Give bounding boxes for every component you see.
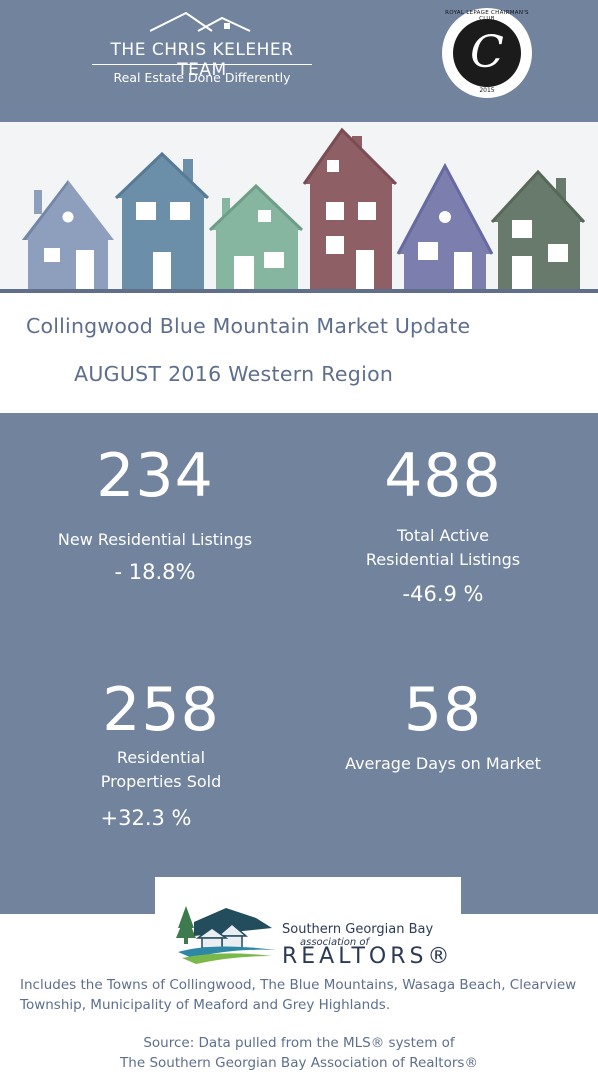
footer-panel bbox=[0, 914, 598, 1086]
stat-label: Average Days on Market bbox=[345, 754, 541, 773]
houses-banner bbox=[0, 122, 598, 290]
stat-label-line: Total Active bbox=[397, 526, 489, 545]
stat-active-listings: 488 Total Active Residential Listings -4… bbox=[308, 446, 578, 606]
stat-value: 488 bbox=[384, 441, 502, 511]
association-realtors: REALTORS® bbox=[282, 944, 454, 969]
association-name: Southern Georgian Bay bbox=[282, 922, 434, 937]
association-logo-icon bbox=[176, 906, 276, 964]
stat-change: +32.3 % bbox=[100, 806, 192, 830]
stat-label-line: Residential Listings bbox=[365, 550, 521, 569]
seal-emblem: C bbox=[453, 19, 521, 87]
chairmans-club-seal: ROYAL LEPAGE CHAIRMAN'S CLUB C 2015 bbox=[442, 8, 532, 98]
house-4-icon bbox=[302, 127, 398, 290]
association-of: association of bbox=[300, 937, 370, 948]
title-panel bbox=[0, 293, 598, 413]
house-3-icon bbox=[208, 183, 304, 290]
banner-ground bbox=[0, 289, 598, 293]
house-6-icon bbox=[490, 169, 586, 290]
source-line-2: The Southern Georgian Bay Association of… bbox=[120, 1055, 478, 1071]
stat-value: 234 bbox=[96, 441, 214, 511]
stat-value: 258 bbox=[102, 675, 220, 745]
stat-change: -46.9 % bbox=[402, 582, 484, 606]
stat-properties-sold: 258 Residential Properties Sold +32.3 % bbox=[26, 680, 296, 830]
stat-label: New Residential Listings bbox=[57, 530, 253, 549]
brand-divider bbox=[92, 64, 312, 65]
association-logo-box bbox=[155, 877, 461, 917]
roof-logo-icon bbox=[150, 11, 251, 32]
stat-new-listings: 234 New Residential Listings - 18.8% bbox=[20, 446, 290, 584]
brand-name: THE CHRIS KELEHER TEAM bbox=[110, 40, 294, 80]
report-period: AUGUST 2016 Western Region bbox=[74, 362, 394, 386]
report-title: Collingwood Blue Mountain Market Update bbox=[26, 314, 471, 338]
houses-illustration bbox=[22, 127, 586, 290]
stat-days-on-market: 58 Average Days on Market bbox=[308, 680, 578, 776]
included-towns: Includes the Towns of Collingwood, The B… bbox=[20, 977, 577, 1013]
house-5-icon bbox=[396, 162, 494, 290]
stat-change: - 18.8% bbox=[114, 560, 196, 584]
stat-value: 58 bbox=[403, 675, 483, 745]
stat-label-line: Properties Sold bbox=[100, 772, 222, 791]
source-line-1: Source: Data pulled from the MLS® system… bbox=[143, 1035, 455, 1051]
data-source: Source: Data pulled from the MLS® system… bbox=[0, 1033, 598, 1073]
seal-year: 2015 bbox=[479, 87, 495, 94]
brand-tagline: Real Estate Done Differently bbox=[113, 70, 291, 85]
stat-label-line: Residential bbox=[116, 748, 206, 767]
house-1-icon bbox=[22, 180, 114, 290]
house-2-icon bbox=[114, 151, 210, 290]
seal-c-icon: C bbox=[470, 27, 504, 78]
